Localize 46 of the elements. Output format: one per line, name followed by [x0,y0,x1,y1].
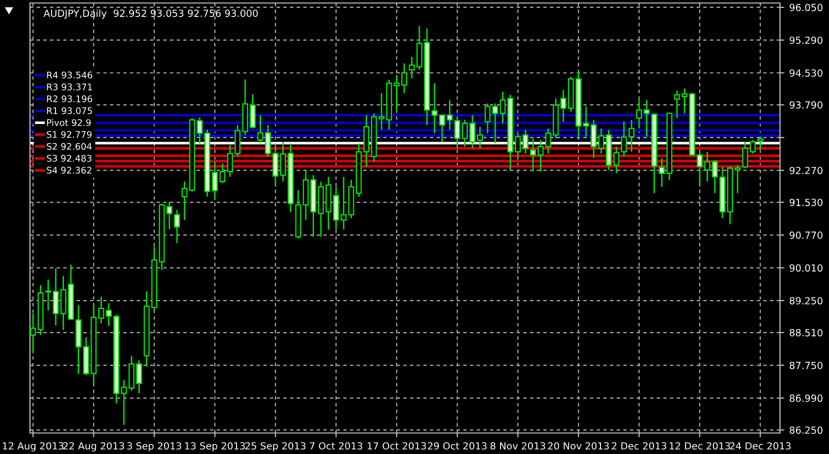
x-tick-label: 7 Oct 2013 [310,442,362,450]
y-tick-label: 90.770 [790,232,822,239]
y-tick-label: 96.050 [790,4,822,12]
candlestick [757,136,764,150]
candlestick [742,141,748,169]
x-tick-label: 25 Sep 2013 [245,442,306,452]
candlestick [750,139,756,154]
x-tick-label: 24 Dec 2013 [730,442,791,450]
y-tick-label: 89.250 [790,297,822,304]
x-tick-label: 12 Aug 2013 [2,442,64,452]
y-tick-label: 92.270 [790,166,822,174]
legend-label: R3 93.371 [47,84,92,90]
text: AUDJPY,Daily 92.952 93.053 92.756 93.000 [44,9,258,19]
y-tick-label: 86.990 [790,394,822,402]
candlestick [174,209,180,244]
candlestick [704,151,710,182]
candlestick [500,91,506,124]
y-tick-label: 88.510 [790,328,822,336]
legend-label: R2 93.196 [47,95,92,102]
y-tick-label: 94.530 [790,69,822,77]
candlestick [250,94,256,130]
y-tick-label: 95.290 [790,36,822,44]
candlestick [401,62,408,94]
y-tick-label: 91.530 [790,198,822,206]
y-tick-label: 90.010 [790,264,822,272]
y-tick-label: 93.790 [790,101,822,109]
y-tick-label: 87.750 [790,362,822,370]
legend-label: S1 92.779 [46,131,92,138]
x-tick-label: 3 Sep 2013 [127,442,182,452]
candlestick [52,268,59,326]
x-tick-label: 13 Sep 2013 [185,442,245,452]
candlestick [454,117,460,150]
legend-label: R4 93.546 [47,72,92,78]
ref-line-label: S4 92.362 [46,166,92,174]
ref-line-label: S3 92.483 [46,154,92,162]
legend-label: R1 93.075 [47,107,92,114]
x-tick-label: 8 Nov 2013 [490,442,546,450]
x-tick-label: 29 Oct 2013 [428,442,487,450]
x-tick-label: 22 Aug 2013 [63,442,124,452]
legend-label: Pivot 92.9 [47,119,91,126]
x-tick-label: 2 Dec 2013 [612,442,666,450]
x-tick-label: 20 Nov 2013 [548,442,609,450]
legend-label: S2 92.604 [46,142,92,150]
x-tick-label: 17 Oct 2013 [368,442,426,450]
x-tick-label: 12 Dec 2013 [670,442,730,450]
y-tick-label: 86.250 [790,426,822,434]
